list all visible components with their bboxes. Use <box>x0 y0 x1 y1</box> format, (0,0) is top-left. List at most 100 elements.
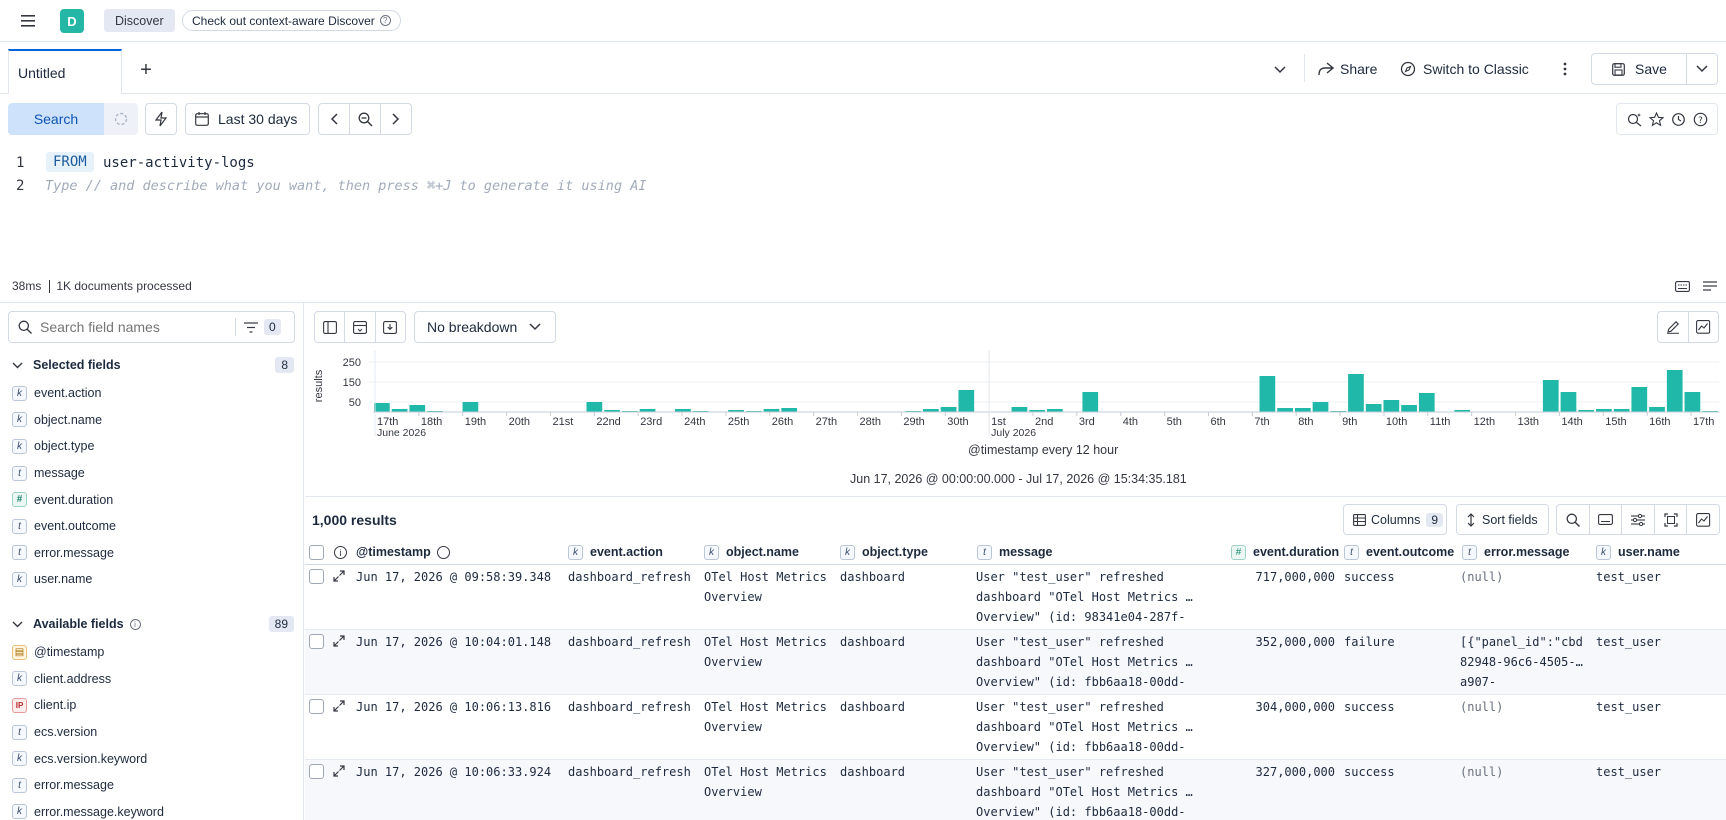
field-list-item[interactable]: k error.message.keyword <box>0 799 300 820</box>
histogram-bar[interactable] <box>1613 409 1630 412</box>
add-to-dashboard-button[interactable] <box>1687 505 1719 534</box>
collapse-chart-button[interactable] <box>345 312 376 342</box>
sort-fields-button[interactable]: Sort fields <box>1456 504 1549 535</box>
search-submit-button[interactable]: Search <box>8 103 104 135</box>
field-list-item[interactable]: t message <box>0 460 300 487</box>
field-list-item[interactable]: k event.action <box>0 380 300 407</box>
column-header[interactable]: t event.outcome <box>1344 543 1454 561</box>
field-list-item[interactable]: t error.message <box>0 540 300 567</box>
histogram-bar[interactable] <box>728 410 744 412</box>
previous-period-button[interactable] <box>319 104 350 134</box>
query-editor[interactable]: 1 2 FROM user-activity-logs Type // and … <box>0 150 1726 270</box>
histogram-bar[interactable] <box>1649 407 1665 412</box>
field-list-item[interactable]: k client.address <box>0 666 300 693</box>
save-button[interactable]: Save <box>1591 53 1687 85</box>
table-row[interactable]: Jun 17, 2026 @ 10:04:01.148 dashboard_ref… <box>305 630 1726 695</box>
histogram-bar[interactable] <box>958 390 975 412</box>
context-aware-pill[interactable]: Check out context-aware Discover ? <box>182 10 401 31</box>
quick-query-button[interactable] <box>145 103 177 135</box>
export-chart-button[interactable] <box>376 312 405 342</box>
histogram-bar[interactable] <box>1047 409 1063 412</box>
column-header[interactable]: k user.name <box>1596 543 1680 561</box>
histogram-bar[interactable] <box>1401 405 1417 412</box>
share-button[interactable]: Share <box>1318 58 1377 80</box>
expand-row-icon[interactable] <box>333 765 345 777</box>
toggle-sidebar-button[interactable] <box>315 312 346 342</box>
histogram-bar[interactable] <box>1666 370 1683 412</box>
more-options-icon[interactable] <box>1558 60 1572 78</box>
histogram-bar[interactable] <box>1542 380 1559 412</box>
display-settings-button[interactable] <box>1622 505 1655 534</box>
space-avatar[interactable]: D <box>60 9 84 33</box>
column-header[interactable]: t message <box>977 543 1053 561</box>
histogram-bar[interactable] <box>763 409 780 412</box>
histogram-bar[interactable] <box>1418 393 1435 412</box>
save-options-button[interactable] <box>1686 53 1718 85</box>
filter-fields-button[interactable]: 0 <box>244 319 281 335</box>
selected-fields-header[interactable]: Selected fields 8 <box>12 354 294 376</box>
table-row[interactable]: Jun 17, 2026 @ 09:58:39.348 dashboard_ref… <box>305 565 1726 630</box>
field-list-item[interactable]: t ecs.version <box>0 719 300 746</box>
fullscreen-button[interactable] <box>1655 505 1688 534</box>
histogram-bar[interactable] <box>1312 402 1329 412</box>
keyboard-icon[interactable] <box>1674 279 1690 293</box>
row-checkbox[interactable] <box>309 569 324 584</box>
save-visualization-button[interactable] <box>1689 312 1719 342</box>
tabs-menu-chevron-icon[interactable] <box>1270 60 1290 80</box>
histogram-bar[interactable] <box>1365 404 1382 412</box>
histogram-bar[interactable] <box>462 402 479 412</box>
histogram-bar[interactable] <box>1277 408 1293 412</box>
field-list-item[interactable]: t error.message <box>0 772 300 799</box>
tab-untitled[interactable]: Untitled <box>8 49 122 94</box>
keyboard-shortcuts-button[interactable] <box>1590 505 1623 534</box>
field-list-item[interactable]: t event.outcome <box>0 513 300 540</box>
breakdown-select[interactable]: No breakdown <box>414 311 556 343</box>
row-checkbox[interactable] <box>309 634 324 649</box>
column-header[interactable]: k object.type <box>840 543 928 561</box>
refresh-button[interactable] <box>104 103 138 135</box>
edit-visualization-button[interactable] <box>1658 312 1689 342</box>
column-header[interactable]: k event.action <box>568 543 663 561</box>
switch-to-classic-button[interactable]: Switch to Classic <box>1400 58 1529 80</box>
columns-button[interactable]: Columns 9 <box>1343 504 1447 535</box>
histogram-bar[interactable] <box>940 407 957 412</box>
resize-divider[interactable] <box>0 302 1726 303</box>
histogram-bar[interactable] <box>1294 408 1311 412</box>
histogram-bar[interactable] <box>604 410 620 412</box>
histogram-bar[interactable] <box>639 409 656 412</box>
histogram-bar[interactable] <box>1560 392 1577 412</box>
histogram-bar[interactable] <box>1454 410 1471 412</box>
new-tab-plus-icon[interactable]: + <box>140 58 152 81</box>
column-header[interactable]: # event.duration <box>1231 543 1339 561</box>
histogram-bar[interactable] <box>1082 392 1099 412</box>
zoom-out-button[interactable] <box>350 104 381 134</box>
documentation-icon[interactable] <box>1702 279 1718 293</box>
field-list-item[interactable]: # event.duration <box>0 486 300 513</box>
histogram-bar[interactable] <box>374 403 390 412</box>
date-picker-button[interactable]: Last 30 days <box>185 103 310 135</box>
table-row[interactable]: Jun 17, 2026 @ 10:06:33.924 dashboard_ref… <box>305 760 1726 820</box>
histogram-bar[interactable] <box>1596 409 1612 412</box>
histogram-bar[interactable] <box>1578 410 1595 412</box>
histogram-bar[interactable] <box>391 409 408 412</box>
column-header[interactable]: k object.name <box>704 543 799 561</box>
ai-assistant-icon[interactable] <box>1627 112 1642 127</box>
histogram-bar[interactable] <box>1383 400 1400 412</box>
histogram-chart[interactable]: results 50 150 250 17th 18th 19th 20th 21st 22nd 2… <box>305 350 1726 440</box>
column-header[interactable]: t error.message <box>1462 543 1569 561</box>
menu-icon[interactable] <box>18 11 38 31</box>
available-fields-header[interactable]: Available fields i 89 <box>12 613 294 635</box>
histogram-bar[interactable] <box>1029 410 1045 412</box>
field-list-item[interactable]: IP client.ip <box>0 692 300 719</box>
select-all-checkbox[interactable] <box>309 545 324 560</box>
row-checkbox[interactable] <box>309 764 324 779</box>
column-header[interactable]: @timestamp <box>356 543 450 561</box>
histogram-bar[interactable] <box>1684 392 1701 412</box>
expand-row-icon[interactable] <box>333 700 345 712</box>
field-list-item[interactable]: k object.type <box>0 433 300 460</box>
table-row[interactable]: Jun 17, 2026 @ 10:06:13.816 dashboard_ref… <box>305 695 1726 760</box>
histogram-bar[interactable] <box>1259 376 1276 412</box>
histogram-bar[interactable] <box>923 409 939 412</box>
histogram-bar[interactable] <box>586 402 603 412</box>
histogram-bar[interactable] <box>1348 374 1364 412</box>
